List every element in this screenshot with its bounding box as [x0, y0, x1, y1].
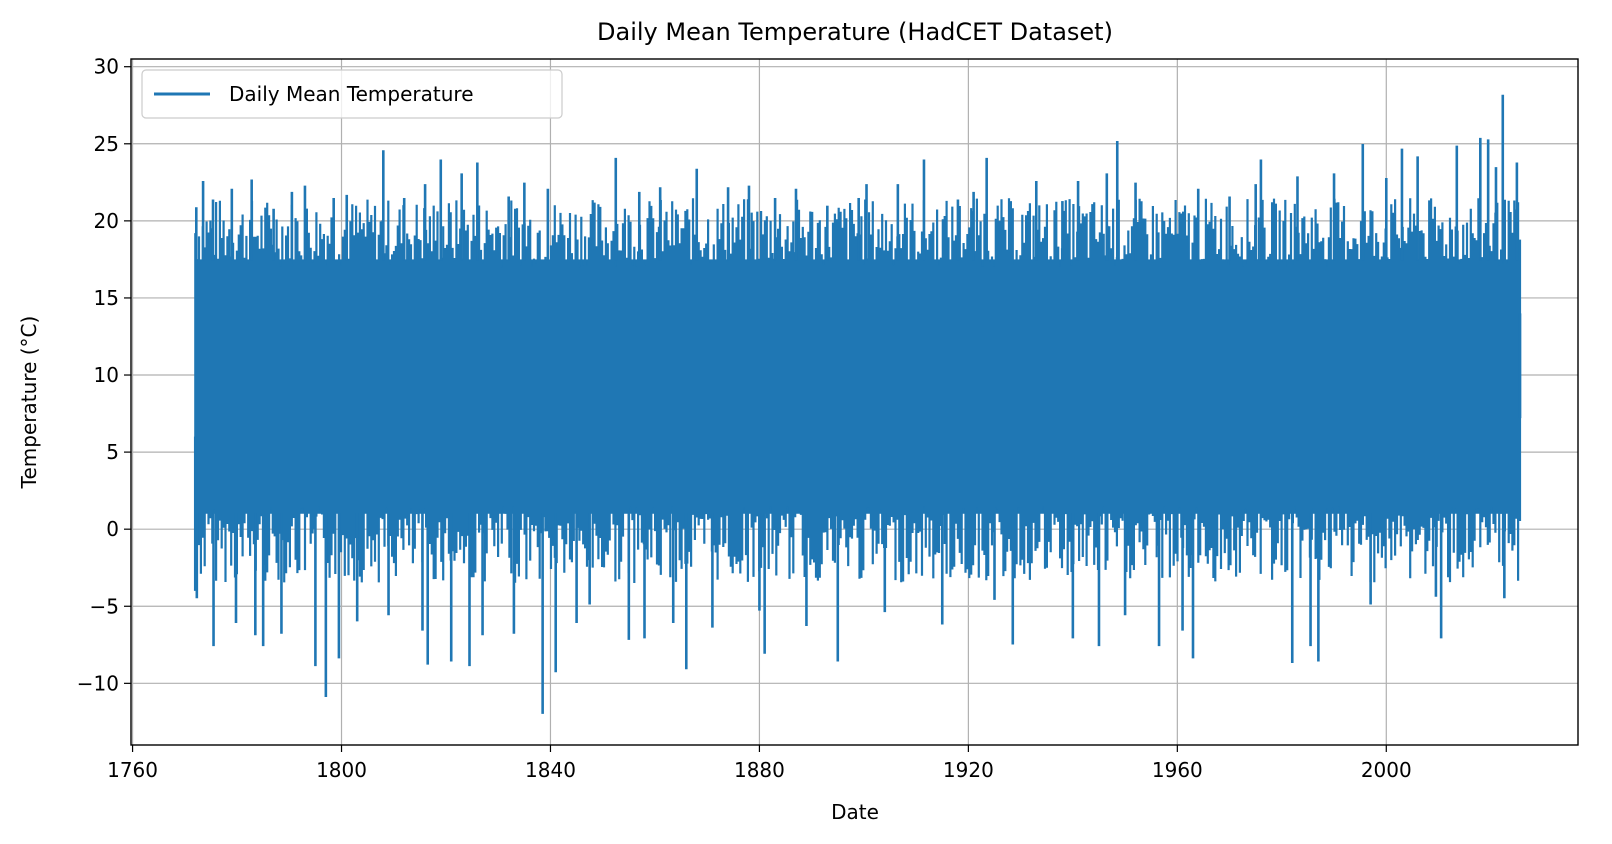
- y-tick-label: 15: [94, 286, 119, 310]
- x-tick-label: 1760: [107, 758, 158, 782]
- x-tick-label: 1920: [943, 758, 994, 782]
- x-tick-label: 2000: [1361, 758, 1412, 782]
- legend-box: [141, 69, 563, 119]
- x-tick-label: 1800: [316, 758, 367, 782]
- y-tick-label: 10: [94, 363, 119, 387]
- legend-entry-label: Daily Mean Temperature: [229, 82, 474, 106]
- x-axis-label: Date: [831, 800, 879, 824]
- y-tick-label: −10: [77, 671, 119, 695]
- y-tick-label: −5: [90, 594, 119, 618]
- y-tick-label: 30: [94, 55, 119, 79]
- data-series-daily-mean-temperature: [193, 94, 1522, 714]
- y-axis-label: Temperature (°C): [17, 316, 41, 490]
- x-axis: 1760 1800 1840 1880 1920 1960 2000: [107, 745, 1412, 782]
- series-fluctuations: [194, 198, 1522, 583]
- plot-frame: [130, 58, 1579, 746]
- legend: Daily Mean Temperature: [141, 69, 563, 119]
- x-tick-label: 1960: [1152, 758, 1203, 782]
- y-tick-label: 20: [94, 209, 119, 233]
- y-tick-label: 25: [94, 132, 119, 156]
- y-tick-label: 5: [106, 440, 119, 464]
- x-tick-label: 1840: [525, 758, 576, 782]
- y-axis: −10 −5 0 5 10 15 20 25 30: [77, 55, 131, 695]
- y-tick-label: 0: [106, 517, 119, 541]
- chart-title: Daily Mean Temperature (HadCET Dataset): [597, 18, 1113, 46]
- x-tick-label: 1880: [734, 758, 785, 782]
